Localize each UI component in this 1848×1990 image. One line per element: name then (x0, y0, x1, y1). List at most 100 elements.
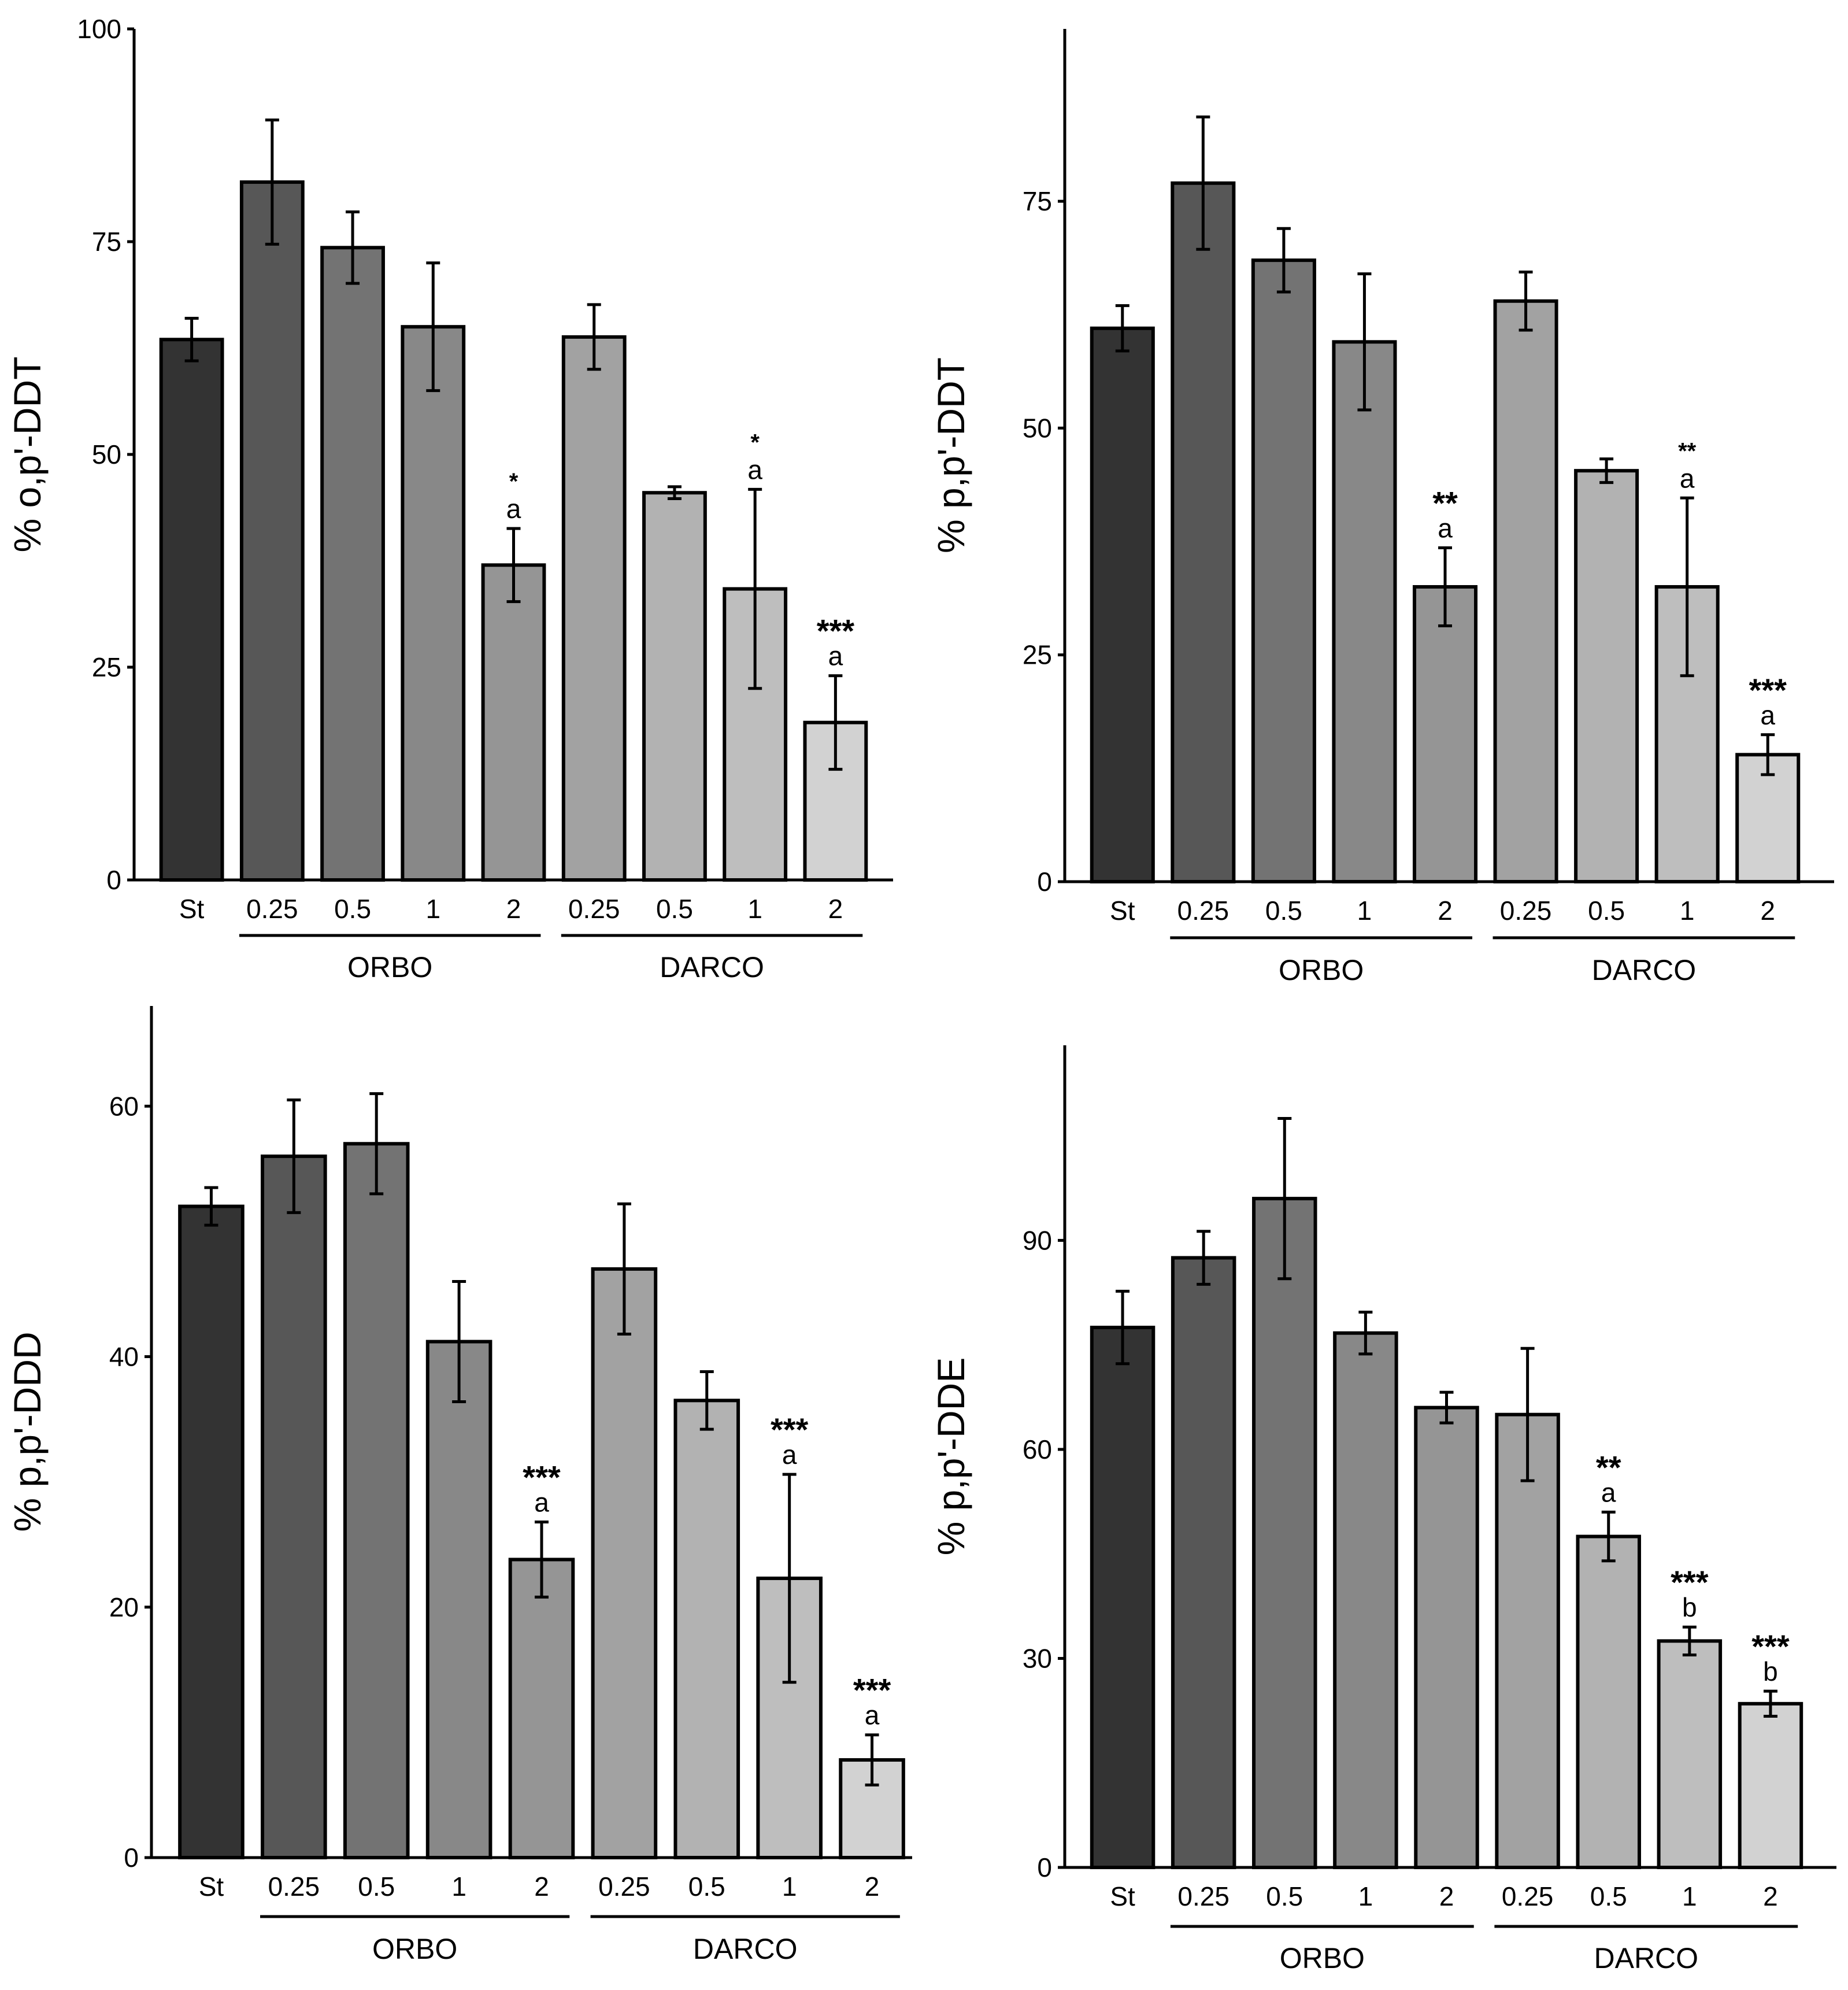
pp-ddd-sig-letter-7: a (782, 1440, 797, 1470)
pp-dde-sig-letter-7: b (1682, 1592, 1697, 1622)
pp-dde-y-tick-label: 30 (1023, 1643, 1052, 1673)
pp-ddt-x-tick-label-6: 0.5 (1588, 896, 1625, 926)
pp-ddd-bar-5 (591, 1267, 658, 1860)
chart-panel-pp-dde: 0 30 60 90% p,p'-DDE St 0.25 0.5 1 2 0.25 a ** 0.5 b *… (924, 993, 1848, 1987)
op-ddt-bar-4 (481, 563, 546, 882)
op-ddt-x-tick-label-5: 0.25 (568, 894, 620, 924)
pp-ddt-bar-2 (1251, 258, 1316, 884)
op-ddt-sig-letter-4: a (506, 494, 521, 524)
pp-dde-sig-stars-8: *** (1751, 1628, 1790, 1665)
op-ddt-bar-6 (642, 491, 707, 882)
op-ddt-sig-stars-8: *** (817, 613, 855, 649)
pp-ddt-y-axis-label: % p,p'-DDT (929, 357, 972, 553)
pp-ddt-x-tick-label-4: 2 (1438, 896, 1453, 926)
pp-ddt-sig-letter-8: a (1760, 700, 1775, 730)
pp-ddt-x-tick-label-8: 2 (1760, 896, 1775, 926)
pp-ddt-sig-stars-7: ** (1678, 438, 1697, 464)
op-ddt-group-label-orbo: ORBO (347, 951, 432, 983)
pp-ddt-group-label-darco: DARCO (1592, 954, 1697, 986)
chart-panel-op-ddt: 0 25 50 75 100% o,p'-DDT St 0.25 0.5 1 a * 2 0.25 0.5… (0, 0, 924, 993)
chart-panel-pp-ddt: 0 25 50 75% p,p'-DDT St 0.25 0.5 1 a ** 2 0.25 0.5 a *… (924, 0, 1848, 993)
op-ddt-y-tick-label: 75 (92, 227, 121, 257)
pp-ddt-bar-6 (1574, 469, 1639, 883)
pp-ddd-group-label-darco: DARCO (693, 1933, 798, 1965)
op-ddt-y-tick-label: 100 (77, 14, 121, 44)
pp-ddd-sig-letter-8: a (865, 1700, 880, 1730)
pp-ddt-sig-stars-4: ** (1432, 485, 1458, 521)
pp-ddt-x-tick-label-1: 0.25 (1177, 896, 1229, 926)
op-ddt-bar-1 (239, 180, 305, 882)
pp-dde-y-tick-label: 60 (1023, 1434, 1052, 1464)
pp-dde-bar-6 (1576, 1534, 1641, 1869)
pp-dde-bar-0 (1090, 1326, 1156, 1869)
pp-ddd-y-tick-label: 20 (109, 1592, 139, 1622)
pp-dde-y-tick-label: 0 (1037, 1852, 1052, 1882)
pp-dde-x-tick-label-3: 1 (1358, 1881, 1373, 1911)
pp-ddd-y-tick-label: 40 (109, 1342, 139, 1372)
op-ddt-bar-5 (561, 335, 627, 882)
pp-ddd-x-tick-label-3: 1 (451, 1871, 466, 1902)
pp-ddt-x-tick-label-3: 1 (1357, 896, 1372, 926)
pp-ddt-x-tick-label-2: 0.5 (1265, 896, 1302, 926)
pp-ddd-x-tick-label-8: 2 (865, 1871, 880, 1902)
pp-ddd-bar-4 (508, 1558, 575, 1859)
pp-dde-x-tick-label-1: 0.25 (1177, 1881, 1229, 1911)
op-ddt-y-tick-label: 0 (106, 865, 121, 895)
pp-dde-bar-8 (1738, 1702, 1803, 1869)
pp-ddd-x-tick-label-5: 0.25 (598, 1871, 650, 1902)
op-ddt-bar-3 (401, 325, 466, 882)
pp-ddt-y-tick-label: 25 (1023, 640, 1052, 670)
op-ddt-bar-2 (320, 246, 385, 882)
pp-ddd-sig-stars-7: *** (771, 1411, 809, 1448)
pp-dde-sig-stars-7: *** (1671, 1564, 1709, 1600)
pp-dde-x-tick-label-0: St (1110, 1881, 1135, 1911)
pp-ddt-y-tick-label: 0 (1037, 867, 1052, 897)
pp-ddd-bar-6 (673, 1399, 740, 1859)
pp-dde-bar-4 (1414, 1405, 1479, 1869)
pp-ddd-bar-0 (178, 1204, 245, 1859)
pp-ddd-bar-8 (839, 1758, 905, 1859)
pp-dde-y-tick-label: 90 (1023, 1225, 1052, 1255)
pp-ddt-sig-stars-8: *** (1749, 672, 1787, 708)
pp-dde-sig-letter-6: a (1601, 1477, 1616, 1507)
pp-ddd-x-tick-label-7: 1 (782, 1871, 797, 1902)
pp-ddt-group-label-orbo: ORBO (1279, 954, 1364, 986)
op-ddt-x-tick-label-7: 1 (747, 894, 762, 924)
pp-dde-bar-3 (1333, 1331, 1398, 1869)
pp-ddt-bar-0 (1090, 326, 1155, 883)
pp-dde-x-tick-label-4: 2 (1439, 1881, 1454, 1911)
pp-dde-x-tick-label-5: 0.25 (1502, 1881, 1554, 1911)
pp-dde-bar-2 (1252, 1197, 1317, 1869)
pp-ddd-y-axis-label: % p,p'-DDD (6, 1331, 49, 1532)
pp-ddt-x-tick-label-0: St (1110, 896, 1135, 926)
pp-dde-group-label-darco: DARCO (1594, 1942, 1698, 1974)
pp-dde-sig-letter-8: b (1763, 1656, 1778, 1686)
pp-dde-bar-7 (1657, 1639, 1723, 1869)
pp-ddd-bar-3 (425, 1340, 492, 1859)
op-ddt-y-tick-label: 50 (92, 439, 121, 469)
pp-ddd-x-tick-label-1: 0.25 (268, 1871, 320, 1902)
pp-ddt-bar-5 (1493, 299, 1558, 883)
op-ddt-sig-letter-7: a (747, 454, 762, 484)
pp-ddd-x-tick-label-4: 2 (534, 1871, 549, 1902)
op-ddt-bar-0 (159, 338, 224, 882)
pp-dde-x-tick-label-6: 0.5 (1590, 1881, 1627, 1911)
pp-ddd-sig-stars-4: *** (523, 1459, 561, 1495)
op-ddt-x-tick-label-1: 0.25 (246, 894, 298, 924)
pp-dde-x-tick-label-7: 1 (1682, 1881, 1697, 1911)
pp-ddd-y-tick-label: 60 (109, 1091, 139, 1121)
pp-ddt-sig-letter-7: a (1680, 463, 1695, 493)
pp-dde-x-tick-label-2: 0.5 (1266, 1881, 1303, 1911)
pp-ddd-x-tick-label-2: 0.5 (358, 1871, 395, 1902)
pp-dde-sig-stars-6: ** (1596, 1449, 1621, 1485)
op-ddt-sig-stars-7: * (750, 430, 760, 455)
op-ddt-y-axis-label: % o,p'-DDT (6, 357, 49, 553)
pp-ddt-bar-4 (1412, 585, 1478, 884)
op-ddt-x-tick-label-6: 0.5 (656, 894, 693, 924)
op-ddt-y-tick-label: 25 (92, 652, 121, 682)
pp-ddd-sig-letter-4: a (534, 1487, 549, 1517)
pp-ddt-y-tick-label: 50 (1023, 413, 1052, 443)
